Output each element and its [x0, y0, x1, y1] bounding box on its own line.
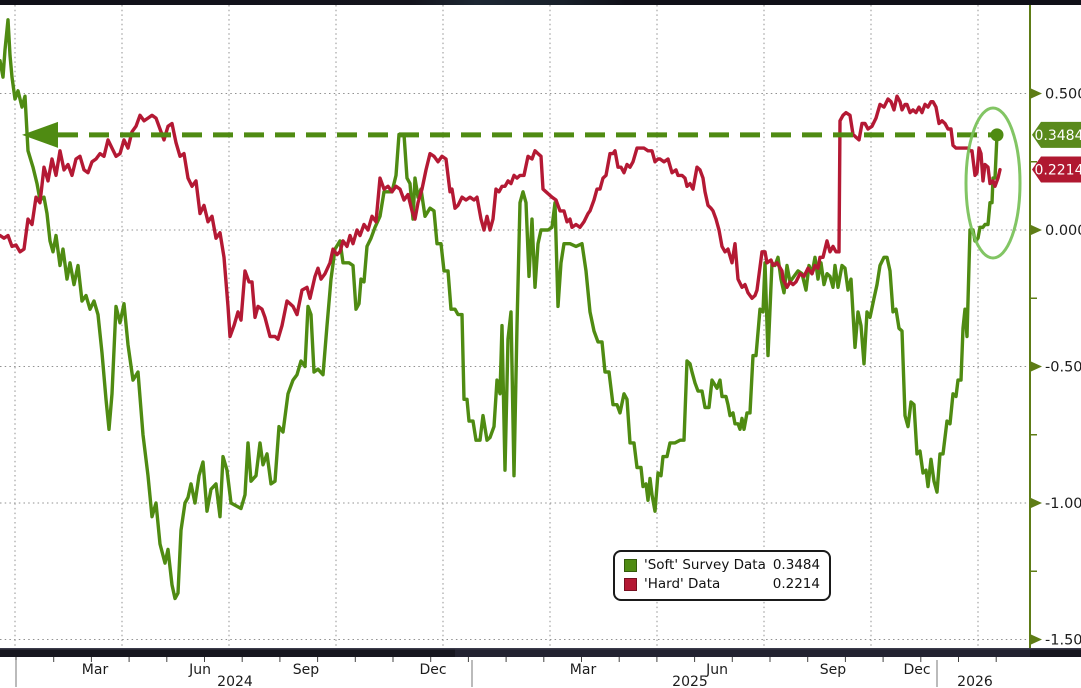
last-value-badges: 0.3484 0.2214	[1032, 121, 1081, 183]
year-label: 2024	[217, 674, 253, 688]
soft-last-value-badge	[1032, 121, 1081, 148]
highlight-ellipse	[964, 106, 1022, 260]
year-label: 2025	[672, 674, 708, 688]
month-label: Dec	[903, 662, 930, 678]
month-label: Dec	[419, 662, 446, 678]
series-lines	[0, 18, 1002, 601]
legend-row-soft: 'Soft' Survey Data 0.3484	[624, 556, 820, 575]
gridlines	[0, 5, 1030, 648]
y-axis-tick-arrow-icon	[1031, 88, 1042, 99]
month-label: Mar	[570, 662, 597, 678]
annotations	[22, 106, 1022, 260]
y-axis-tick-arrow-icon	[1031, 634, 1042, 645]
hard-last-value-badge	[1032, 156, 1081, 183]
y-axis-tick-arrow-icon	[1031, 225, 1042, 235]
soft-series-value: 0.3484	[772, 557, 821, 573]
y-axis-label: -0.5000	[1045, 360, 1081, 376]
y-axis-tick-arrow-icon	[1031, 361, 1042, 372]
year-label: 2026	[957, 674, 993, 688]
hard-data-line	[0, 94, 1002, 341]
soft-series-swatch-icon	[624, 559, 637, 572]
soft-series-label: 'Soft' Survey Data	[644, 557, 766, 573]
soft-survey-data-line	[0, 18, 999, 601]
month-label: Jun	[188, 662, 211, 678]
legend-box[interactable]: 'Soft' Survey Data 0.3484 'Hard' Data 0.…	[613, 550, 831, 601]
month-label: Jun	[705, 662, 728, 678]
month-label: Mar	[82, 662, 109, 678]
hard-series-label: 'Hard' Data	[644, 576, 721, 592]
badge-value: 0.3484	[1035, 128, 1081, 144]
bottom-scroll-bar-handle	[455, 648, 1030, 657]
series-end-dot	[990, 128, 1004, 142]
hard-series-swatch-icon	[624, 578, 637, 591]
y-axis-label: -1.0000	[1045, 496, 1081, 512]
y-axis-label: 0.0000	[1045, 223, 1081, 239]
bottom-bar-highlight	[0, 648, 1081, 650]
hard-series-value: 0.2214	[772, 576, 820, 592]
y-axis-label: 0.5000	[1045, 87, 1081, 103]
badge-value: 0.2214	[1035, 163, 1081, 179]
y-axis-tick-arrow-icon	[1031, 498, 1042, 508]
month-label: Sep	[293, 662, 320, 678]
legend-row-hard: 'Hard' Data 0.2214	[624, 575, 820, 594]
y-axis-label: -1.5000	[1045, 633, 1081, 649]
x-axis: Mar Jun Sep Dec Mar Jun Sep Dec 2024 2025 2026	[0, 648, 1081, 688]
left-arrowhead-icon	[22, 121, 58, 148]
month-label: Sep	[820, 662, 847, 678]
y-axis: 0.5000 0.0000 -0.5000 -1.0000 -1.5000	[1029, 5, 1081, 657]
window-top-strip	[0, 0, 1081, 5]
